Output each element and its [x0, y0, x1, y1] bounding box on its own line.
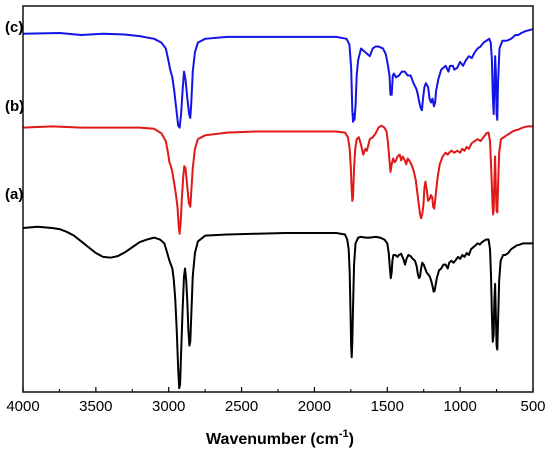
x-axis-title-main: Wavenumber (cm [206, 431, 339, 448]
x-tick-label: 3500 [79, 398, 112, 415]
x-tick-label: 500 [520, 398, 545, 415]
series-layer [22, 28, 534, 390]
series-line-c [22, 28, 534, 129]
x-tick-label: 2000 [298, 398, 331, 415]
series-label-c: (c) [5, 19, 23, 36]
x-tick-label: 1000 [443, 398, 476, 415]
x-axis-title-superscript: -1 [339, 428, 349, 440]
x-tick-label: 1500 [371, 398, 404, 415]
x-tick-label: 2500 [225, 398, 258, 415]
x-axis: 4000 3500 3000 2500 2000 1500 1000 500 [6, 387, 546, 415]
x-tick-label: 3000 [152, 398, 185, 415]
series-label-a: (a) [5, 186, 23, 203]
x-axis-title: Wavenumber (cm-1) [206, 428, 354, 448]
x-tick-label: 4000 [6, 398, 39, 415]
series-label-b: (b) [5, 98, 24, 115]
x-axis-title-close: ) [349, 431, 354, 448]
series-line-a [22, 225, 533, 390]
series-labels: (c) (b) (a) [5, 19, 24, 203]
plot-frame [22, 5, 534, 393]
series-line-b [22, 124, 533, 235]
